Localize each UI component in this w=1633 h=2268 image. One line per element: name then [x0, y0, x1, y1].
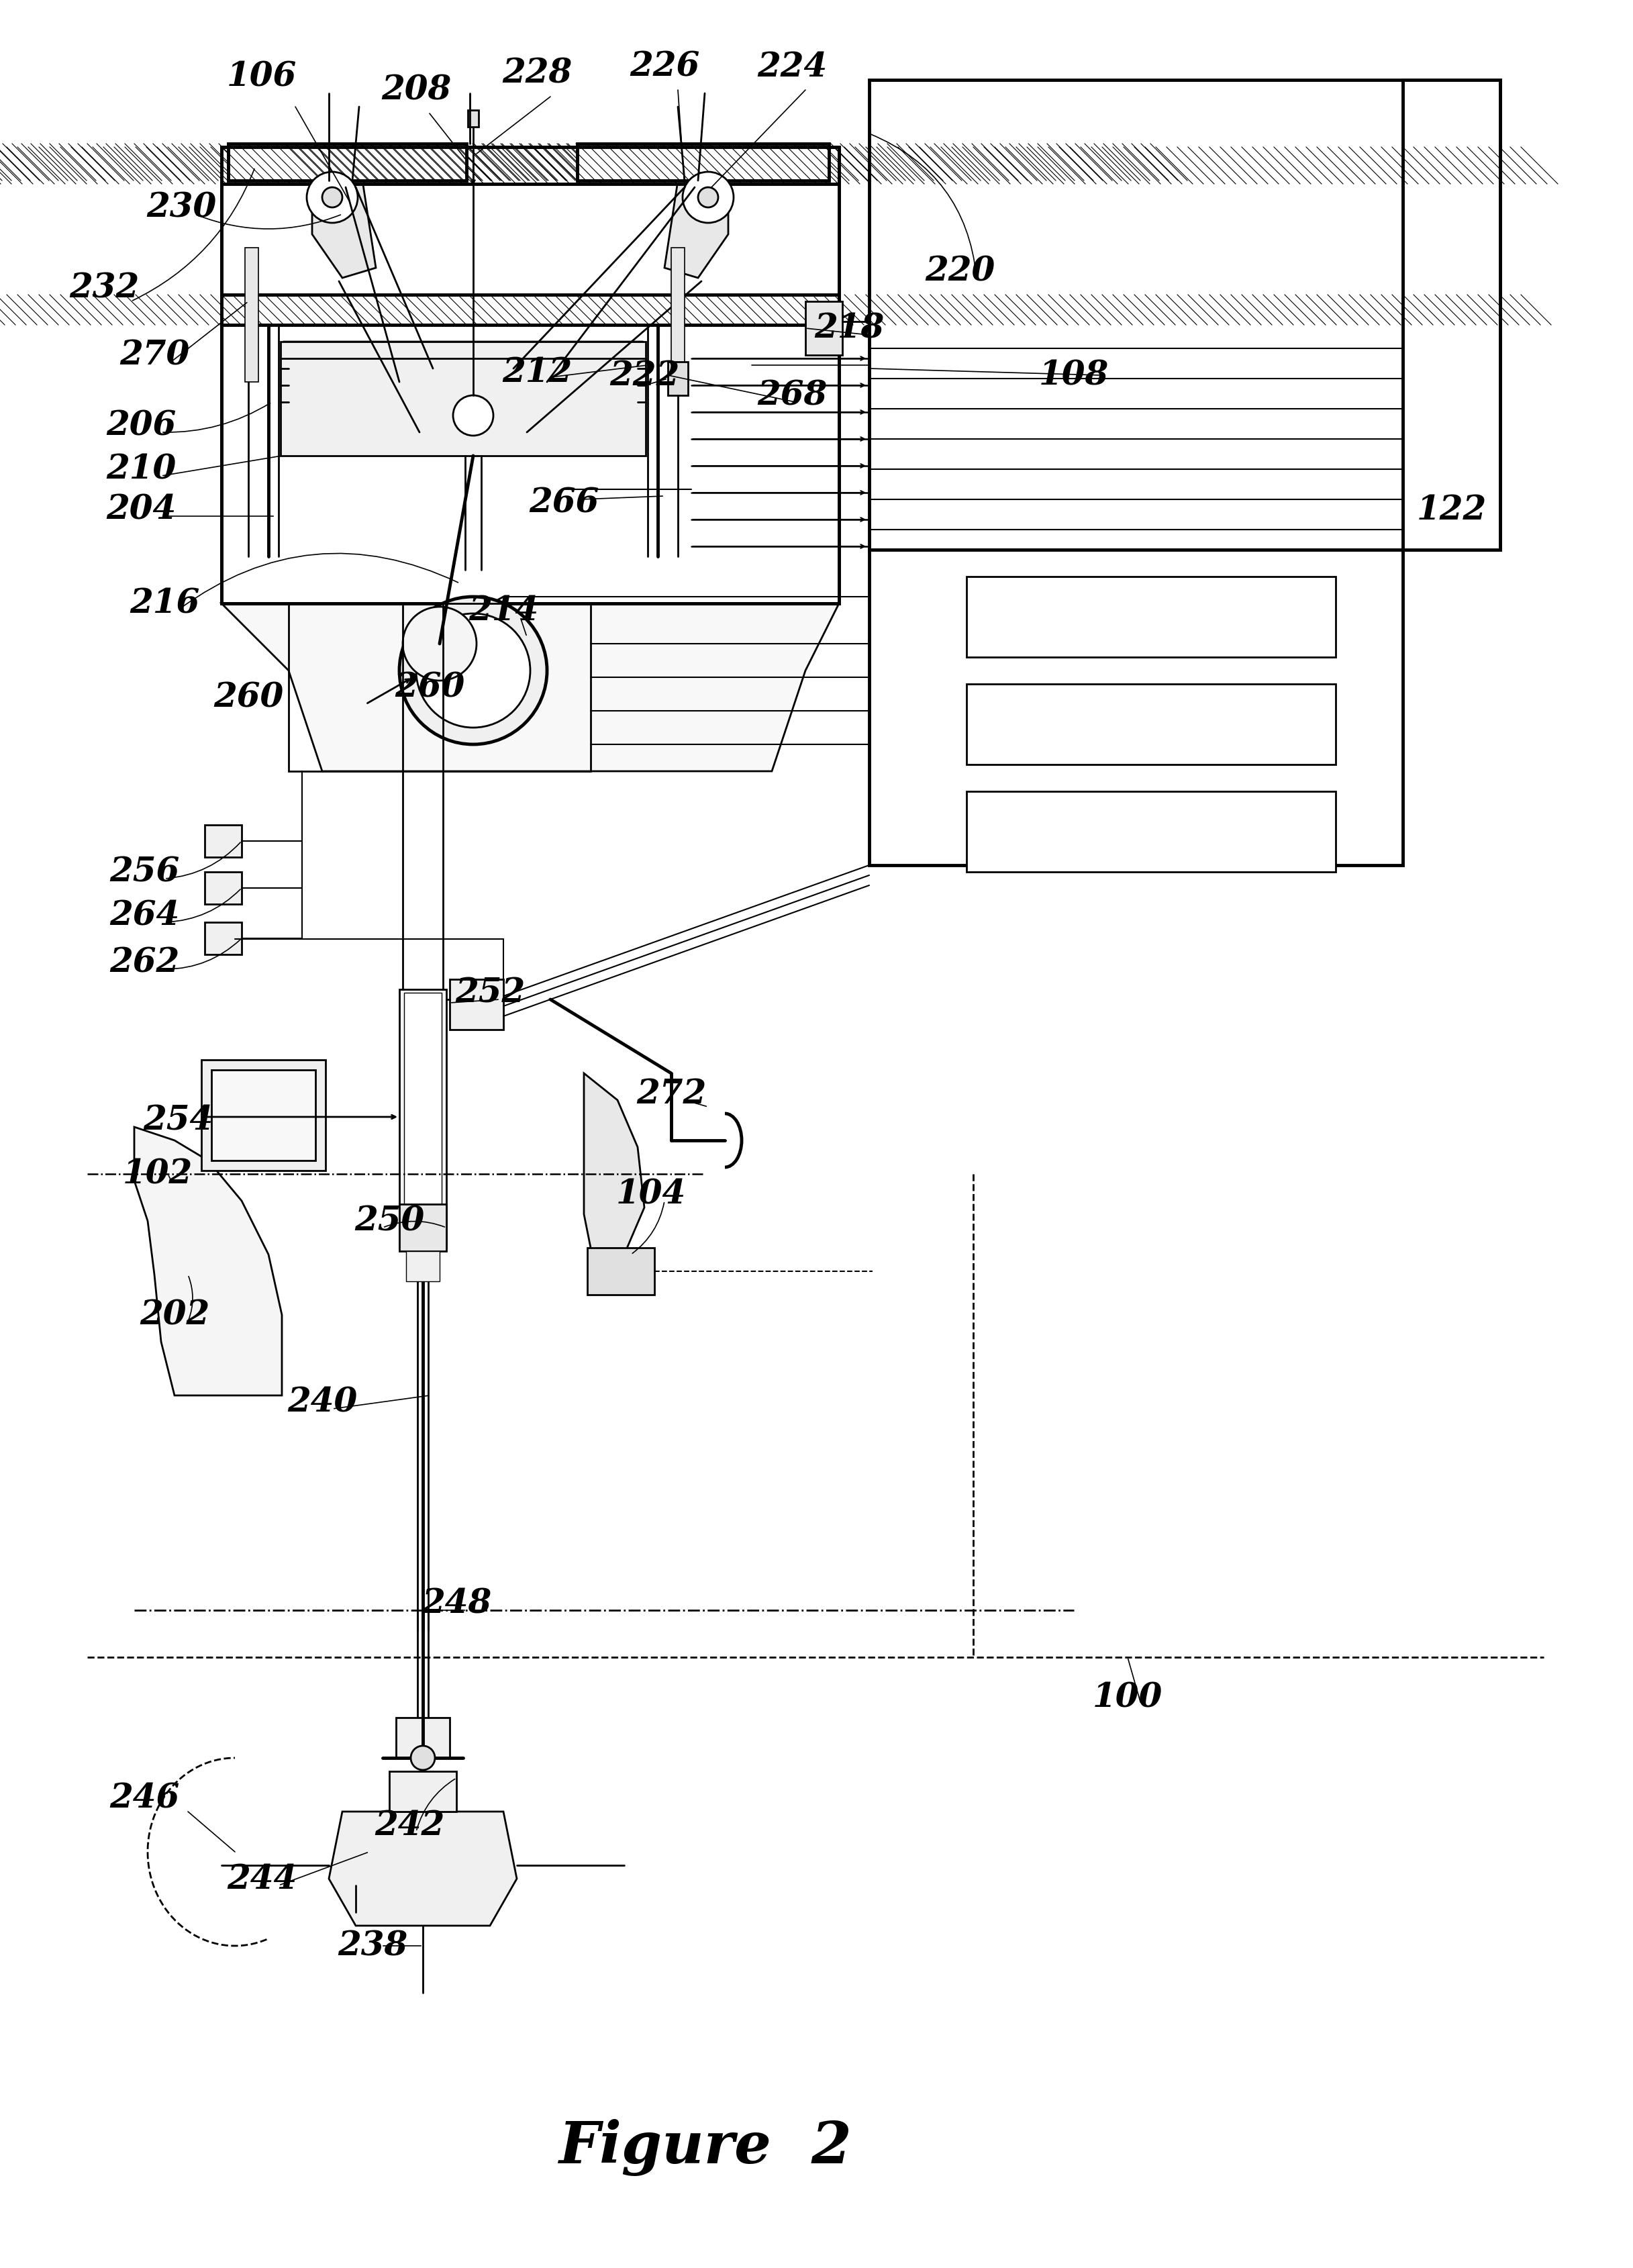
- Circle shape: [403, 608, 477, 680]
- Text: 272: 272: [637, 1077, 705, 1109]
- Text: 254: 254: [142, 1105, 212, 1136]
- Bar: [400, 1204, 446, 1252]
- Polygon shape: [585, 1073, 645, 1261]
- Ellipse shape: [405, 1123, 441, 1132]
- Text: 214: 214: [469, 594, 539, 626]
- Text: 100: 100: [1092, 1681, 1163, 1715]
- Circle shape: [697, 188, 719, 209]
- Circle shape: [400, 596, 547, 744]
- Bar: [395, 1717, 449, 1758]
- Circle shape: [412, 1746, 434, 1769]
- Bar: [222, 295, 839, 324]
- Circle shape: [416, 615, 531, 728]
- Text: 108: 108: [1039, 358, 1109, 392]
- Text: 246: 246: [109, 1783, 180, 1814]
- Text: 230: 230: [147, 191, 216, 225]
- Text: 250: 250: [354, 1204, 425, 1238]
- Text: 208: 208: [380, 75, 451, 107]
- Text: 102: 102: [122, 1159, 193, 1191]
- Polygon shape: [134, 1127, 283, 1395]
- Polygon shape: [312, 181, 376, 279]
- Bar: [201, 1059, 325, 1170]
- Text: 226: 226: [629, 50, 699, 84]
- Text: 244: 244: [227, 1862, 297, 1896]
- Bar: [467, 111, 478, 127]
- Text: 218: 218: [815, 313, 883, 345]
- Bar: [588, 1247, 655, 1295]
- Bar: [805, 302, 843, 356]
- Bar: [204, 826, 242, 857]
- Text: 216: 216: [129, 587, 199, 621]
- Polygon shape: [284, 342, 642, 433]
- Bar: [222, 147, 839, 603]
- Bar: [222, 295, 839, 324]
- Text: 268: 268: [758, 379, 826, 413]
- Text: 202: 202: [139, 1300, 209, 1331]
- Text: 212: 212: [501, 356, 572, 388]
- Text: 222: 222: [609, 358, 679, 392]
- Bar: [449, 980, 503, 1030]
- Bar: [281, 342, 645, 456]
- Text: 260: 260: [214, 680, 283, 714]
- Text: 264: 264: [109, 900, 180, 932]
- Text: 238: 238: [338, 1930, 408, 1962]
- Text: 266: 266: [529, 488, 599, 519]
- Bar: [204, 923, 242, 955]
- Circle shape: [307, 172, 358, 225]
- Bar: [576, 145, 830, 181]
- Text: 204: 204: [106, 494, 176, 526]
- Text: 262: 262: [109, 946, 180, 980]
- Bar: [869, 551, 1403, 866]
- Bar: [211, 1070, 315, 1161]
- Text: 242: 242: [374, 1808, 444, 1842]
- Text: 252: 252: [456, 978, 524, 1009]
- Bar: [389, 1771, 456, 1812]
- Text: 104: 104: [616, 1177, 686, 1211]
- Text: 220: 220: [924, 256, 994, 288]
- Bar: [668, 363, 687, 397]
- Bar: [289, 603, 591, 771]
- Bar: [671, 247, 684, 383]
- Bar: [407, 1252, 439, 1281]
- Text: 224: 224: [758, 50, 826, 84]
- Text: 240: 240: [287, 1386, 358, 1420]
- Bar: [229, 145, 467, 181]
- Text: 206: 206: [106, 411, 176, 442]
- Bar: [967, 792, 1336, 873]
- Bar: [967, 685, 1336, 764]
- Bar: [403, 993, 441, 1245]
- Text: 270: 270: [119, 340, 189, 372]
- Text: 248: 248: [421, 1588, 492, 1619]
- Bar: [869, 82, 1501, 551]
- Polygon shape: [222, 603, 839, 771]
- Bar: [400, 989, 446, 1247]
- Bar: [222, 147, 839, 184]
- Bar: [245, 247, 258, 383]
- Circle shape: [322, 188, 343, 209]
- Text: 210: 210: [106, 454, 176, 485]
- Bar: [204, 873, 242, 905]
- Circle shape: [452, 397, 493, 435]
- Bar: [1403, 82, 1501, 551]
- Bar: [967, 576, 1336, 658]
- Bar: [576, 145, 830, 181]
- Text: 106: 106: [227, 61, 297, 93]
- Polygon shape: [665, 181, 728, 279]
- Text: 232: 232: [69, 272, 139, 304]
- Text: Figure  2: Figure 2: [558, 2118, 851, 2175]
- Text: 260: 260: [395, 671, 464, 705]
- Circle shape: [683, 172, 733, 225]
- Bar: [229, 145, 467, 181]
- Bar: [222, 147, 839, 184]
- Text: 122: 122: [1417, 494, 1486, 526]
- Text: 228: 228: [501, 57, 572, 91]
- Text: 256: 256: [109, 855, 180, 889]
- Polygon shape: [328, 1812, 516, 1926]
